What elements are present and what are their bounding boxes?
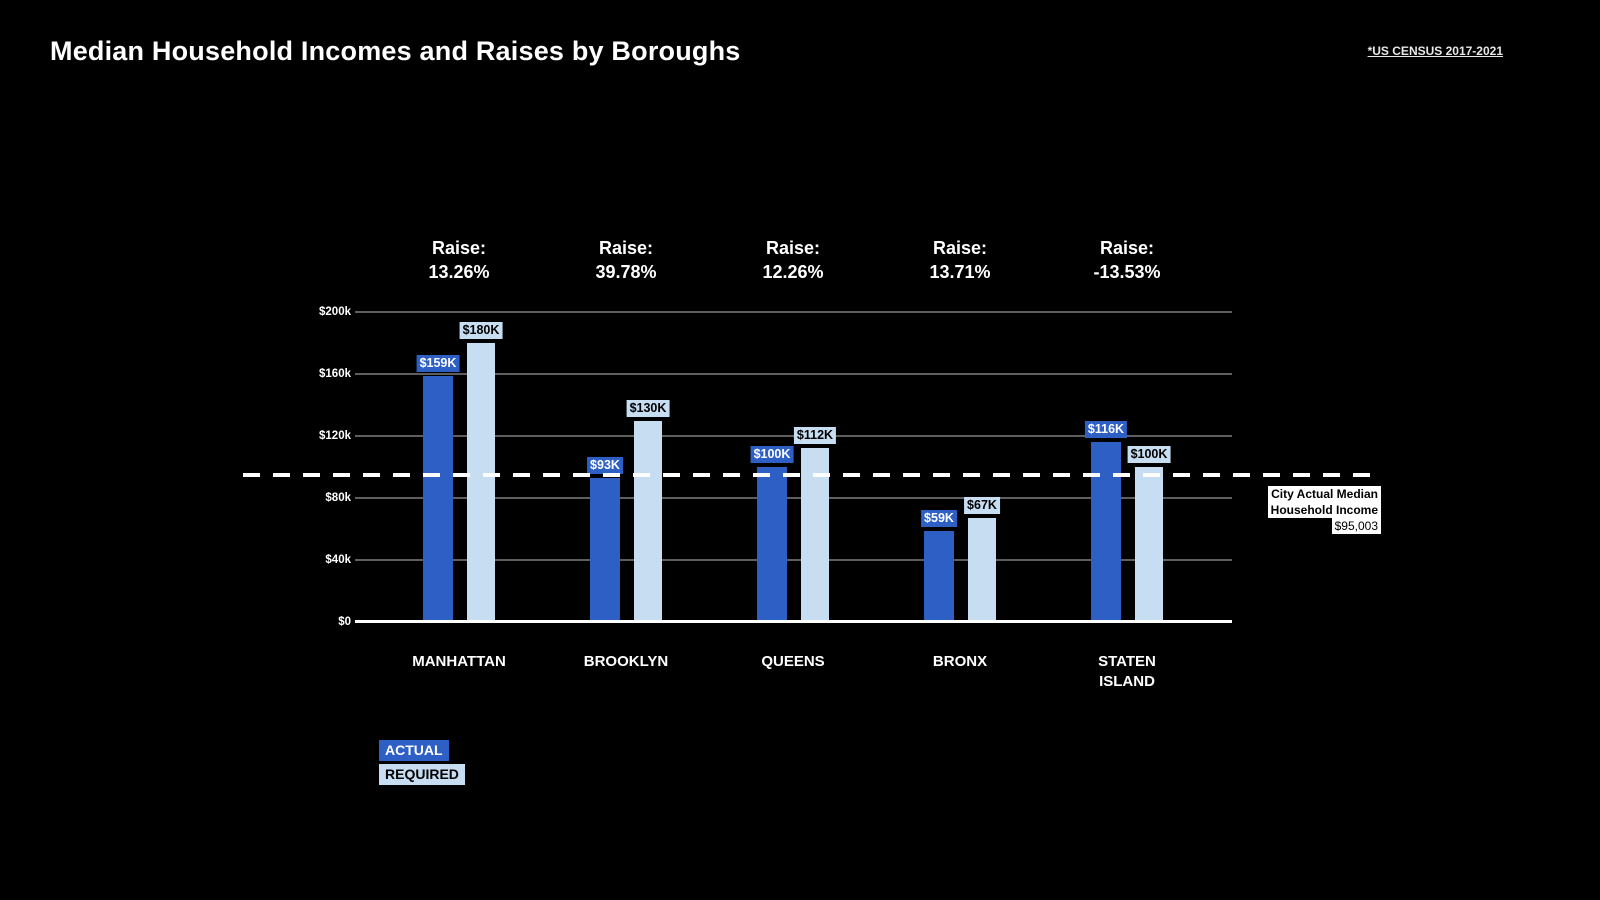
required-bar — [1135, 467, 1163, 622]
raise-value: 13.71% — [929, 262, 991, 282]
required-bar — [634, 420, 662, 622]
median-income-reference-line — [243, 473, 1382, 477]
required-value-label: $130K — [626, 399, 670, 417]
actual-value-label: $59K — [921, 509, 957, 527]
actual-bar — [1091, 442, 1121, 622]
x-axis-label: STATEN ISLAND — [1098, 653, 1156, 690]
x-axis-line — [355, 620, 1232, 623]
x-axis-label: BRONX — [932, 653, 988, 670]
actual-value-label: $100K — [750, 446, 794, 463]
required-value-label: $67K — [964, 497, 1000, 515]
y-tick-label: $0 — [338, 616, 351, 628]
bar-group-brooklyn: Raise: 39.78% $93K $130K BROOKLYN — [546, 236, 706, 670]
actual-value-label: $116K — [1084, 421, 1128, 439]
raise-label: Raise: 13.71% — [880, 236, 1040, 284]
raise-value: -13.53% — [1093, 262, 1161, 282]
raise-title: Raise: — [1099, 238, 1155, 258]
reference-annotation-line2: Household Income — [1267, 502, 1381, 518]
legend: ACTUAL REQUIRED — [379, 740, 465, 788]
legend-actual: ACTUAL — [379, 740, 449, 761]
gridline-200k — [355, 311, 1232, 313]
raise-label: Raise: -13.53% — [1047, 236, 1207, 284]
reference-annotation-value: $95,003 — [1331, 518, 1381, 534]
bar-group-queens: Raise: 12.26% $100K $112K QUEENS — [713, 236, 873, 670]
census-source-link[interactable]: *US CENSUS 2017-2021 — [1367, 44, 1503, 58]
raise-label: Raise: 13.26% — [379, 236, 539, 284]
raise-value: 13.26% — [428, 262, 490, 282]
gridline-160k — [355, 373, 1232, 375]
x-axis-label: BROOKLYN — [583, 653, 669, 670]
required-value-label: $180K — [459, 322, 503, 339]
y-tick-label: $120k — [319, 430, 351, 442]
gridline-80k — [355, 497, 1232, 499]
required-bar — [801, 448, 829, 622]
raise-title: Raise: — [765, 238, 821, 258]
actual-value-label: $93K — [587, 456, 623, 474]
raise-value: 39.78% — [595, 262, 657, 282]
y-tick-label: $160k — [319, 368, 351, 380]
legend-required: REQUIRED — [379, 764, 465, 785]
raise-label: Raise: 12.26% — [713, 236, 873, 284]
raise-title: Raise: — [932, 238, 988, 258]
actual-bar — [924, 530, 954, 622]
raise-value: 12.26% — [762, 262, 824, 282]
y-tick-label: $40k — [325, 554, 351, 566]
actual-bar — [757, 467, 787, 622]
required-bar — [467, 343, 495, 622]
required-value-label: $112K — [793, 427, 837, 445]
chart-title: Median Household Incomes and Raises by B… — [50, 36, 741, 66]
bar-group-bronx: Raise: 13.71% $59K $67K BRONX — [880, 236, 1040, 670]
reference-annotation-line1: City Actual Median — [1268, 486, 1381, 502]
x-axis-label: QUEENS — [761, 653, 825, 670]
x-axis-label: MANHATTAN — [412, 653, 506, 670]
gridline-120k — [355, 435, 1232, 437]
raise-label: Raise: 39.78% — [546, 236, 706, 284]
required-value-label: $100K — [1127, 446, 1171, 463]
actual-value-label: $159K — [416, 354, 460, 372]
reference-annotation: City Actual Median Household Income $95,… — [1267, 486, 1381, 534]
bar-group-manhattan: Raise: 13.26% $159K $180K MANHATTAN — [379, 236, 539, 670]
required-bar — [968, 518, 996, 622]
y-tick-label: $80k — [325, 492, 351, 504]
actual-bar — [423, 375, 453, 622]
raise-title: Raise: — [598, 238, 654, 258]
bar-group-staten-island: Raise: -13.53% $116K $100K STATEN ISLAND — [1047, 236, 1207, 690]
actual-bar — [590, 477, 620, 622]
gridline-40k — [355, 559, 1232, 561]
y-tick-label: $200k — [319, 306, 351, 318]
raise-title: Raise: — [431, 238, 487, 258]
